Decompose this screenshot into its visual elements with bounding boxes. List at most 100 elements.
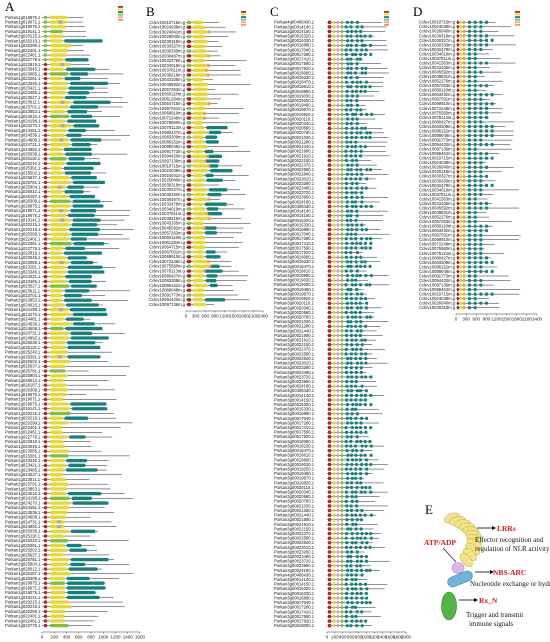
motif-3 — [337, 264, 339, 269]
nb-arc-domain — [50, 133, 65, 137]
lrr-domain — [208, 188, 228, 192]
rx-n-domain — [187, 293, 191, 297]
gene-label: Porkan3g00024180.1 — [274, 384, 315, 389]
gene-label: Porkan3g00017410.1 — [274, 425, 315, 430]
motif-4 — [341, 306, 343, 310]
lrr-motif — [354, 232, 358, 236]
gene-label: Porkan3g00015320.1 — [274, 586, 315, 591]
lrr-motif — [349, 333, 354, 338]
motif-1 — [457, 288, 459, 292]
nb-arc-domain — [50, 557, 69, 562]
nb-arc-domain — [50, 15, 68, 20]
gene-label: Cclev10078113m.g — [419, 115, 455, 120]
rx-n-domain — [44, 449, 47, 453]
lrr-domain — [204, 202, 227, 206]
gene-label: Cclev10089048m.g — [149, 288, 186, 293]
motif-2 — [333, 75, 335, 80]
motif-2 — [333, 624, 335, 628]
rx-n-domain — [44, 364, 47, 368]
lrr-motif — [346, 264, 350, 269]
lrr-motif — [468, 288, 471, 292]
atp-pointer-line — [442, 547, 457, 563]
gene-label: Porkan1g025039.1 — [5, 152, 41, 157]
motif-3 — [337, 541, 339, 545]
motif-1 — [328, 177, 331, 181]
motif-2 — [333, 48, 335, 52]
motif-1 — [328, 605, 331, 609]
lrr-motif — [368, 439, 372, 444]
lrr-motif — [350, 614, 354, 619]
gene-label: Porkan3g00019820.1 — [274, 296, 315, 301]
lrr-motif — [468, 206, 471, 210]
motif-2 — [333, 223, 335, 227]
lrr-motif — [359, 619, 363, 623]
lrr-motif — [354, 260, 358, 264]
lrr-motif — [473, 242, 477, 246]
motif-2 — [333, 237, 335, 241]
lrr-motif — [345, 398, 349, 402]
lrr-motif — [479, 38, 483, 42]
lrr-motif — [479, 233, 483, 237]
motif-1 — [457, 188, 459, 192]
motif-1 — [457, 206, 459, 210]
motif-4 — [341, 513, 343, 517]
motif-2 — [460, 61, 462, 65]
gene-label: Porkan1g024608.1 — [5, 515, 41, 520]
lrr-motif — [364, 66, 368, 70]
lrr-motif — [468, 56, 471, 61]
motif-3 — [337, 181, 339, 186]
lrr-motif — [344, 426, 348, 430]
nb-arc-domain — [193, 302, 206, 307]
lrr-motif — [350, 513, 354, 517]
gene-label: Cclev10038218m.g — [149, 72, 186, 77]
motif-3 — [463, 201, 465, 206]
lrr-description-line1: Effector recognition and — [475, 536, 544, 544]
lrr-motif — [351, 522, 355, 526]
motif-2 — [333, 476, 335, 480]
motif-3 — [337, 439, 339, 444]
gene-label: Porkan1g023611.1 — [5, 288, 41, 293]
lrr-motif — [354, 347, 359, 351]
x-axis-tick-label: 1600 — [135, 635, 146, 640]
gene-label: Porkan3g00021690.1 — [274, 149, 315, 154]
rx-n-domain — [44, 524, 47, 529]
lrr-motif — [350, 541, 354, 545]
motif-3 — [337, 499, 339, 503]
lrr-motif — [359, 347, 363, 351]
motif-2 — [333, 43, 335, 47]
nb-arc-domain — [50, 190, 63, 194]
lrr-motif — [490, 156, 494, 160]
lrr-motif — [346, 453, 350, 457]
lrr-motif — [355, 550, 359, 554]
lrr-motif — [468, 201, 471, 206]
rx-n-domain — [44, 171, 47, 175]
lrr-motif — [346, 71, 350, 75]
motif-1 — [328, 181, 331, 186]
lrr-motif — [354, 149, 358, 153]
gene-label: Porkan3g00017820.1 — [274, 250, 315, 255]
motif-4 — [341, 444, 343, 448]
lrr-motif — [350, 117, 355, 121]
rx-n-domain — [44, 520, 47, 524]
lrr-motif — [479, 106, 483, 110]
lrr-motif — [359, 591, 363, 596]
rx-n-domain — [44, 152, 47, 156]
rx-n-domain — [187, 178, 191, 182]
lrr-motif — [473, 206, 477, 210]
other-domain — [60, 100, 65, 104]
gene-label: Cclev10089048m.g — [149, 144, 186, 149]
lrr-motif — [359, 481, 363, 485]
x-axis-tick-label: 1200 — [219, 314, 230, 319]
lrr-domain — [72, 218, 101, 222]
gene-label: Cclev10069910m.g — [149, 111, 186, 116]
motif-1 — [328, 435, 331, 439]
nb-arc-domain — [193, 202, 203, 206]
lrr-motif — [354, 453, 358, 457]
nb-arc-domain — [193, 207, 205, 211]
nb-arc-domain — [50, 298, 63, 302]
legend-swatch — [118, 16, 123, 19]
rx-n-domain — [187, 269, 191, 273]
motif-3 — [337, 278, 339, 282]
gene-label: Porkan1g024731.1 — [5, 331, 41, 336]
lrr-motif — [349, 186, 353, 190]
